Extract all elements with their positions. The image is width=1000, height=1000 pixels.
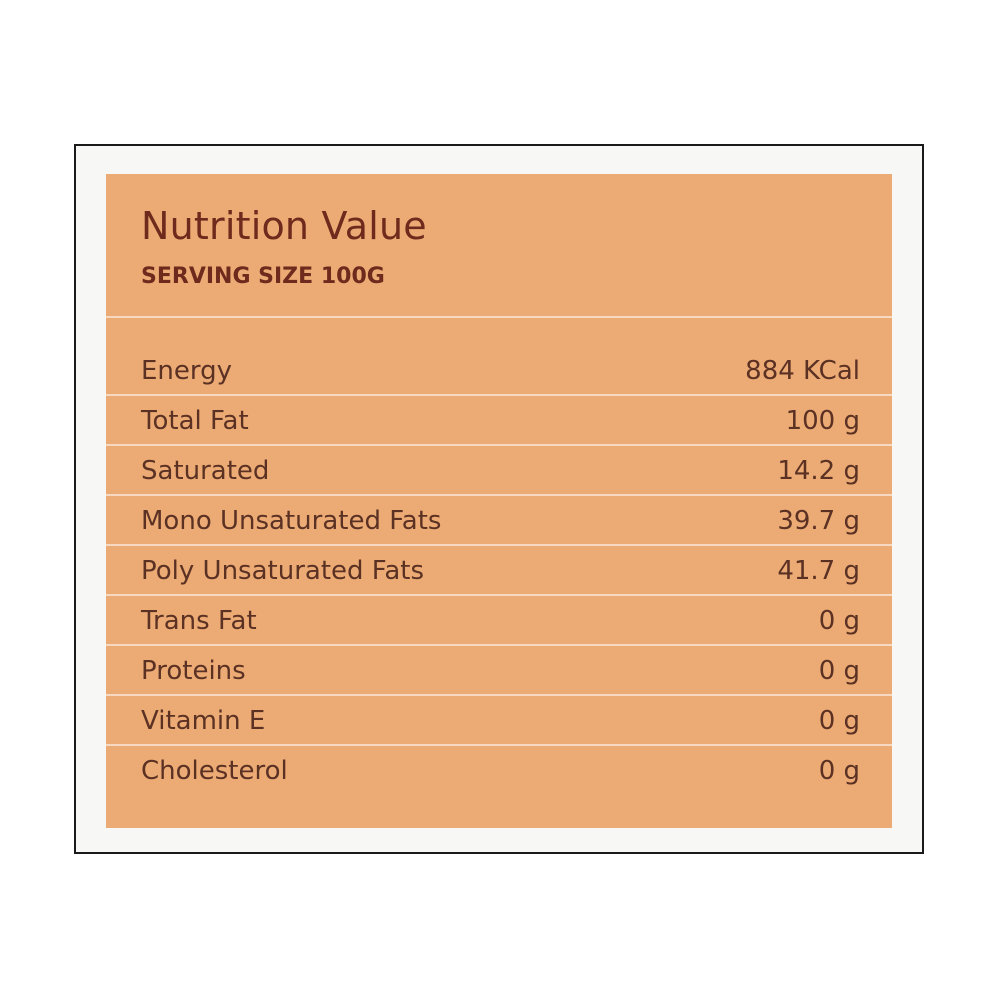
nutrient-value: 39.7 g — [777, 506, 860, 536]
nutrient-name: Proteins — [141, 656, 246, 686]
nutrient-value: 14.2 g — [777, 456, 860, 486]
nutrient-row-proteins: Proteins 0 g — [106, 646, 892, 696]
serving-size: SERVING SIZE 100G — [141, 264, 385, 289]
nutrient-value: 884 KCal — [745, 356, 860, 386]
nutrient-value: 0 g — [818, 706, 860, 736]
nutrient-name: Mono Unsaturated Fats — [141, 506, 442, 536]
nutrient-name: Vitamin E — [141, 706, 266, 736]
nutrient-value: 41.7 g — [777, 556, 860, 586]
nutrient-row-vitamin-e: Vitamin E 0 g — [106, 696, 892, 746]
nutrient-row-energy: Energy 884 KCal — [106, 346, 892, 396]
nutrient-name: Trans Fat — [141, 606, 257, 636]
nutrient-row-poly-unsaturated: Poly Unsaturated Fats 41.7 g — [106, 546, 892, 596]
nutrient-name: Poly Unsaturated Fats — [141, 556, 425, 586]
nutrient-name: Total Fat — [141, 406, 249, 436]
nutrient-row-mono-unsaturated: Mono Unsaturated Fats 39.7 g — [106, 496, 892, 546]
nutrient-name: Saturated — [141, 456, 270, 486]
nutrition-panel: Nutrition Value SERVING SIZE 100G Energy… — [106, 174, 892, 828]
nutrient-name: Cholesterol — [141, 756, 288, 786]
nutrient-value: 0 g — [818, 606, 860, 636]
nutrient-row-cholesterol: Cholesterol 0 g — [106, 746, 892, 796]
nutrient-row-total-fat: Total Fat 100 g — [106, 396, 892, 446]
nutrient-value: 0 g — [818, 756, 860, 786]
nutrient-value: 100 g — [785, 406, 860, 436]
nutrient-row-saturated: Saturated 14.2 g — [106, 446, 892, 496]
nutrient-row-trans-fat: Trans Fat 0 g — [106, 596, 892, 646]
label-frame: Nutrition Value SERVING SIZE 100G Energy… — [74, 144, 924, 854]
header-divider — [106, 316, 892, 318]
nutrition-table: Energy 884 KCal Total Fat 100 g Saturate… — [106, 346, 892, 796]
nutrition-title: Nutrition Value — [141, 204, 427, 248]
nutrient-value: 0 g — [818, 656, 860, 686]
nutrient-name: Energy — [141, 356, 233, 386]
